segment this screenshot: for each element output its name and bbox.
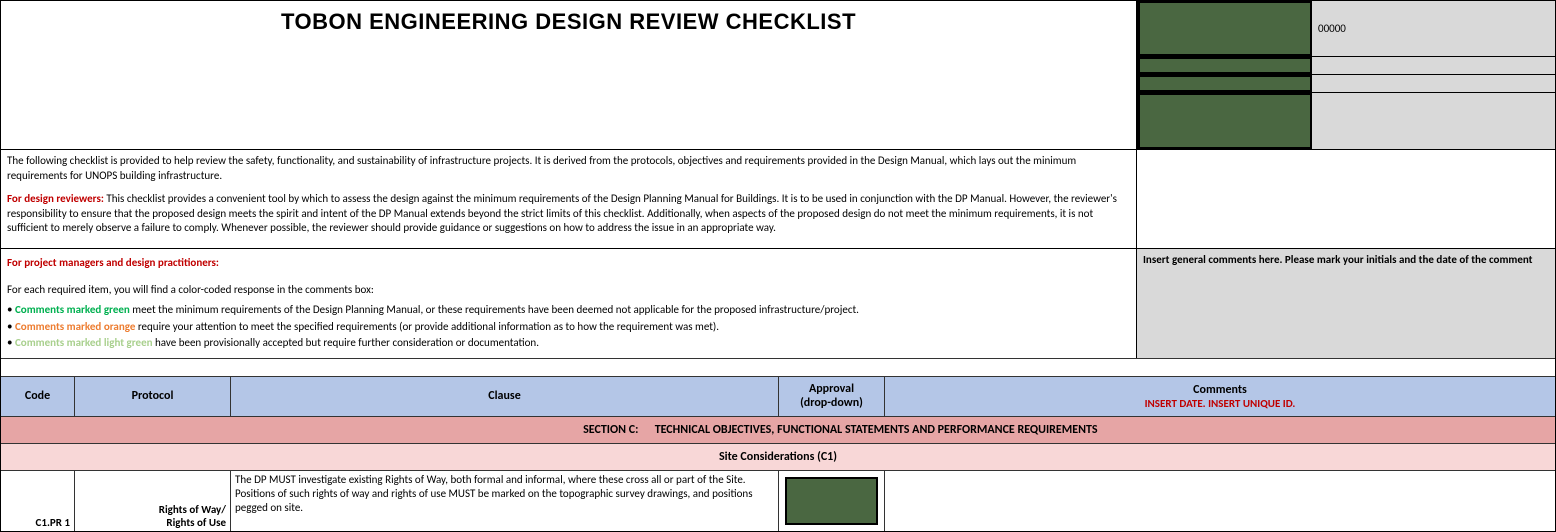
meta-label-4 (1137, 93, 1312, 149)
meta-label-1 (1137, 1, 1312, 56)
top-section: TOBON ENGINEERING DESIGN REVIEW CHECKLIS… (1, 1, 1555, 150)
approval-dropdown[interactable] (785, 477, 878, 525)
checklist-container: TOBON ENGINEERING DESIGN REVIEW CHECKLIS… (0, 0, 1556, 532)
pm-heading: For project managers and design practiti… (7, 255, 1130, 272)
meta-value-1[interactable]: 00000 (1312, 1, 1555, 56)
intro-section: The following checklist is provided to h… (1, 150, 1555, 249)
meta-value-3[interactable] (1312, 75, 1555, 92)
pm-b1-text: meet the minimum requirements of the Des… (130, 303, 859, 316)
row-code: C1.PR 1 (1, 471, 75, 531)
pm-b2-text: require your attention to meet the speci… (135, 320, 719, 333)
pm-b2-label: Comments marked orange (15, 320, 135, 333)
row-protocol-l2: Rights of Use (79, 516, 226, 529)
intro-p2: For design reviewers: This checklist pro… (7, 192, 1130, 237)
header-protocol: Protocol (75, 377, 231, 416)
section-c-title: TECHNICAL OBJECTIVES, FUNCTIONAL STATEME… (655, 423, 1098, 437)
header-approval: Approval (drop-down) (779, 377, 885, 416)
subsection-header: Site Considerations (C1) (1, 444, 1555, 471)
intro-p1: The following checklist is provided to h… (7, 154, 1130, 184)
title-area: TOBON ENGINEERING DESIGN REVIEW CHECKLIS… (1, 1, 1137, 149)
table-header-row: Code Protocol Clause Approval (drop-down… (1, 377, 1555, 417)
pm-b3-label: Comments marked light green (15, 336, 153, 349)
spacer-row (1, 359, 1555, 377)
header-approval-l1: Approval (809, 382, 854, 396)
meta-row-3 (1137, 75, 1555, 93)
table-row: C1.PR 1 Rights of Way/ Rights of Use The… (1, 471, 1555, 531)
meta-value-2[interactable] (1312, 57, 1555, 74)
pm-intro: For each required item, you will find a … (7, 282, 1130, 299)
row-protocol: Rights of Way/ Rights of Use (75, 471, 231, 531)
pm-b1-label: Comments marked green (15, 303, 130, 316)
intro-p2-label: For design reviewers: (7, 192, 104, 205)
meta-area: 00000 (1137, 1, 1555, 149)
pm-b3-text: have been provisionally accepted but req… (153, 336, 539, 349)
row-comments[interactable] (885, 471, 1555, 531)
meta-row-4 (1137, 93, 1555, 149)
meta-value-4[interactable] (1312, 93, 1555, 149)
header-approval-l2: (drop-down) (800, 396, 863, 410)
header-comments: Comments INSERT DATE. INSERT UNIQUE ID. (885, 377, 1555, 416)
pm-text: For project managers and design practiti… (1, 249, 1137, 358)
header-clause: Clause (231, 377, 779, 416)
meta-label-2 (1137, 57, 1312, 74)
meta-label-3 (1137, 75, 1312, 92)
row-approval (779, 471, 885, 531)
page-title: TOBON ENGINEERING DESIGN REVIEW CHECKLIS… (1, 9, 1136, 35)
header-code: Code (1, 377, 75, 416)
intro-p2-body: This checklist provides a convenient too… (7, 192, 1117, 235)
general-comments-cell[interactable]: Insert general comments here. Please mar… (1137, 249, 1555, 358)
pm-bullet-3: • Comments marked light green have been … (7, 335, 1130, 352)
header-comments-l1: Comments (1193, 383, 1247, 397)
pm-bullet-1: • Comments marked green meet the minimum… (7, 302, 1130, 319)
intro-text: The following checklist is provided to h… (1, 150, 1137, 248)
row-clause: The DP MUST investigate existing Rights … (231, 471, 779, 531)
pm-bullet-2: • Comments marked orange require your at… (7, 319, 1130, 336)
section-c-header: SECTION C: TECHNICAL OBJECTIVES, FUNCTIO… (1, 417, 1555, 444)
pm-section: For project managers and design practiti… (1, 249, 1555, 359)
section-c-label: SECTION C: (458, 423, 638, 437)
header-comments-sub: INSERT DATE. INSERT UNIQUE ID. (1145, 397, 1296, 410)
row-protocol-l1: Rights of Way/ (79, 503, 226, 516)
meta-row-2 (1137, 57, 1555, 75)
meta-row-1: 00000 (1137, 1, 1555, 57)
